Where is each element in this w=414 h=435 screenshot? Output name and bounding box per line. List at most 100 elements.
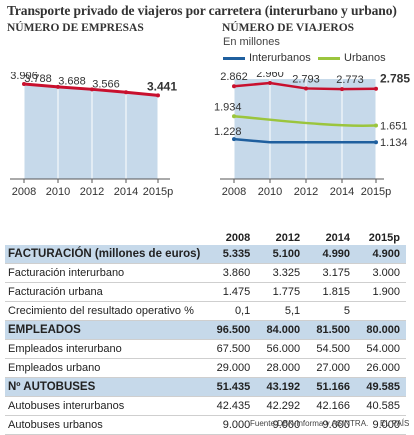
page-title: Transporte privado de viajeros por carre…: [7, 3, 397, 18]
brand-credit: EL PAÍS: [380, 419, 410, 428]
table-cell: 27.000: [306, 358, 357, 378]
table-row: Autobuses interurbanos 42.435 42.292 42.166…: [5, 396, 406, 416]
table-cell: 51.435: [206, 377, 257, 397]
x-tick-label: 2015p: [143, 186, 174, 198]
table-cell: 67.500: [206, 339, 257, 359]
table-cell: 49.585: [356, 377, 406, 397]
table-row: Facturación interurbano 3.860 3.325 3.175 3.…: [5, 263, 406, 283]
travelers-area: [234, 79, 376, 179]
data-label: 1.134: [380, 137, 408, 149]
table-cell: 3.860: [206, 263, 257, 283]
legend-swatch-interurbanos: [223, 56, 245, 60]
x-tick-label: 2014: [330, 186, 354, 198]
table-cell: 96.500: [206, 320, 257, 340]
data-label: 1.934: [214, 101, 242, 113]
x-tick-label: 2010: [258, 186, 282, 198]
table-cell: 1.815: [306, 282, 357, 302]
table-row: Crecimiento del resultado operativo % 0,1…: [5, 301, 406, 321]
companies-chart-subtitle: NÚMERO DE EMPRESAS: [7, 22, 144, 34]
source-note: Fuente:DBK-Informa y ASINTRA.: [250, 419, 369, 428]
table-header-year: 2008: [225, 232, 251, 244]
urbanos-point: [232, 114, 236, 119]
table-header-blank: [5, 231, 206, 245]
x-tick-label: 2012: [294, 186, 318, 198]
data-label: 2.785: [380, 72, 410, 86]
data-label: 2.960: [256, 72, 284, 80]
data-label: 2.793: [292, 73, 320, 85]
total-point: [232, 84, 236, 89]
table-cell: 29.000: [206, 358, 257, 378]
companies-point: [22, 82, 26, 87]
total-point: [374, 86, 378, 91]
table-cell: 42.435: [206, 396, 257, 416]
companies-point: [90, 87, 94, 92]
table-cell: 5.100: [256, 245, 307, 264]
x-tick-label: 2010: [46, 186, 70, 198]
table-row: FACTURACIÓN (millones de euros) 5.335 5.10…: [5, 245, 406, 264]
urbanos-series-line: [233, 115, 377, 127]
row-label: Autobuses urbanos: [5, 415, 207, 435]
data-label: 3.788: [24, 73, 52, 85]
table-header-row: 2008 2012 2014 2015p: [5, 231, 406, 245]
travelers-chart: 2.862 2.960 2.793 2.773 2.785 1.934 1.651 1.228…: [214, 72, 410, 198]
table-row: Autobuses urbanos 9.000 9.000 9.000 9.000: [5, 415, 406, 435]
table-cell: 43.192: [256, 377, 307, 397]
table-header-year: 2012: [275, 232, 301, 244]
legend-swatch-urbanos: [318, 56, 340, 60]
table-cell: 4.900: [356, 245, 406, 264]
table-cell: 0,1: [206, 301, 257, 321]
table-cell: 4.990: [306, 245, 357, 264]
interurbanos-point: [374, 140, 378, 145]
table-cell: 3.325: [256, 263, 307, 283]
table-row: Nº AUTOBUSES 51.435 43.192 51.166 49.585: [5, 377, 406, 397]
table-row: EMPLEADOS 96.500 84.000 81.500 80.000: [5, 320, 406, 340]
data-label: 1.651: [380, 120, 408, 132]
row-label: Nº AUTOBUSES: [5, 377, 207, 397]
companies-point: [156, 93, 160, 98]
table-cell: 51.166: [306, 377, 357, 397]
x-tick-label: 2014: [114, 186, 138, 198]
row-label: Empleados interurbano: [5, 339, 207, 359]
table-cell: 1.775: [256, 282, 307, 302]
row-label: Autobuses interurbanos: [5, 396, 207, 416]
table-cell: 54.000: [356, 339, 406, 359]
total-point: [268, 81, 272, 86]
table-cell: 40.585: [356, 396, 406, 416]
table-header-year: 2015p: [368, 232, 400, 244]
data-label: 1.228: [214, 126, 242, 138]
x-tick-label: 2008: [12, 186, 36, 198]
travelers-unit: En millones: [223, 36, 280, 48]
table-cell: 5.335: [206, 245, 257, 264]
row-label: FACTURACIÓN (millones de euros): [5, 245, 207, 264]
companies-point: [56, 84, 60, 89]
data-label: 3.441: [147, 79, 177, 93]
interurbanos-point: [232, 137, 236, 142]
x-tick-label: 2008: [222, 186, 246, 198]
data-label: 2.773: [336, 74, 364, 86]
total-point: [304, 86, 308, 91]
travelers-chart-subtitle: NÚMERO DE VIAJEROS: [222, 22, 355, 34]
table-cell: 9.000: [306, 415, 357, 435]
table-header-year: 2014: [325, 232, 351, 244]
table-cell: 1.475: [206, 282, 257, 302]
table-cell: 42.166: [306, 396, 357, 416]
data-label: 2.862: [220, 72, 248, 83]
table-row: Facturación urbana 1.475 1.775 1.815 1.900: [5, 282, 406, 302]
data-label: 3.906: [10, 72, 38, 82]
table-cell: 54.500: [306, 339, 357, 359]
legend-label-interurbanos: Interurbanos: [249, 52, 311, 64]
data-table: 2008 2012 2014 2015p FACTURACIÓN (millon…: [5, 231, 406, 435]
table-cell: 3.000: [356, 263, 406, 283]
table-cell: 26.000: [356, 358, 406, 378]
row-label: Facturación urbana: [5, 282, 207, 302]
table-cell: 81.500: [306, 320, 357, 340]
table-cell: 3.175: [306, 263, 357, 283]
companies-point: [124, 90, 128, 95]
row-label: Crecimiento del resultado operativo %: [5, 301, 207, 321]
legend-urbanos: Urbanos: [318, 52, 386, 64]
legend-label-urbanos: Urbanos: [344, 52, 386, 64]
row-label: EMPLEADOS: [5, 320, 207, 340]
table-cell: 1.900: [356, 282, 406, 302]
x-tick-label: 2012: [80, 186, 104, 198]
